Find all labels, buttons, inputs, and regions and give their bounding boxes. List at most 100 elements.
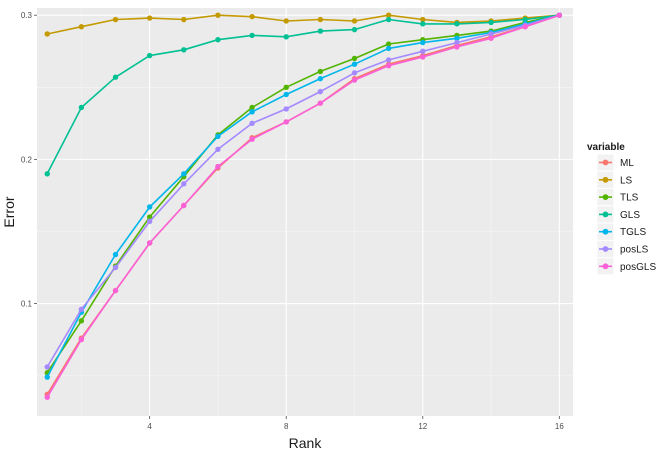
- data-point: [78, 336, 85, 343]
- legend-label: TGLS: [620, 227, 646, 238]
- data-point: [146, 204, 153, 210]
- data-point: [385, 16, 392, 23]
- data-point: [317, 75, 324, 82]
- data-point: [351, 26, 358, 33]
- data-point: [249, 109, 255, 115]
- data-point: [454, 44, 460, 50]
- data-point: [283, 84, 289, 90]
- legend-item-ML: ML: [596, 153, 634, 172]
- x-axis-title: Rank: [289, 435, 323, 451]
- data-point: [44, 394, 50, 400]
- data-point: [181, 181, 187, 187]
- data-point: [78, 104, 85, 111]
- legend-item-TGLS: TGLS: [596, 222, 646, 241]
- data-point: [146, 218, 153, 225]
- data-point: [317, 16, 324, 23]
- data-point: [112, 287, 119, 294]
- x-tick-label: 4: [147, 422, 152, 431]
- data-point: [283, 34, 289, 40]
- data-point: [351, 61, 358, 67]
- data-point: [215, 37, 221, 43]
- data-point: [181, 47, 187, 53]
- y-tick-label: 0.3: [21, 11, 33, 20]
- legend: variable ML LS TLS GLS TGLS posLS posGLS: [587, 142, 656, 276]
- legend-item-posGLS: posGLS: [596, 257, 656, 276]
- data-point: [249, 13, 255, 20]
- data-point: [556, 12, 563, 18]
- data-point: [146, 240, 153, 246]
- data-point: [420, 16, 426, 23]
- data-point: [249, 136, 255, 142]
- data-point: [488, 31, 494, 37]
- data-point: [351, 55, 358, 62]
- legend-item-GLS: GLS: [596, 205, 640, 224]
- data-point: [78, 24, 85, 30]
- data-point: [420, 54, 426, 60]
- data-point: [283, 91, 289, 98]
- data-point: [44, 364, 50, 370]
- data-point: [488, 35, 494, 41]
- data-point: [215, 146, 221, 152]
- data-point: [420, 39, 426, 46]
- legend-key-point: [602, 263, 609, 270]
- data-point: [112, 264, 119, 271]
- legend-label: TLS: [620, 193, 639, 204]
- x-tick-label: 8: [284, 422, 289, 431]
- data-point: [454, 35, 460, 41]
- legend-key-point: [602, 228, 609, 235]
- data-point: [522, 24, 528, 30]
- data-point: [283, 106, 289, 112]
- series-line: [46, 14, 560, 398]
- data-point: [283, 119, 289, 125]
- legend-title: variable: [587, 142, 625, 153]
- legend-label: LS: [620, 175, 633, 186]
- data-point: [146, 214, 153, 220]
- data-point: [215, 133, 221, 140]
- data-point: [420, 21, 426, 27]
- y-axis-title: Error: [1, 196, 17, 227]
- data-point: [351, 77, 358, 83]
- data-point: [78, 318, 85, 324]
- data-point: [488, 19, 494, 26]
- y-tick-label: 0.1: [21, 300, 33, 309]
- legend-label: posGLS: [620, 262, 656, 273]
- data-point: [112, 74, 119, 80]
- data-point: [249, 104, 255, 111]
- series-line: [46, 14, 560, 175]
- data-point: [385, 62, 392, 69]
- data-point: [317, 100, 324, 106]
- data-point: [249, 32, 255, 39]
- series-line: [46, 14, 560, 374]
- series-line: [46, 14, 560, 368]
- data-point: [215, 163, 221, 170]
- data-point: [522, 16, 528, 23]
- data-point: [44, 374, 50, 380]
- data-point: [351, 70, 358, 76]
- data-point: [385, 45, 392, 52]
- data-point: [420, 48, 426, 54]
- data-point: [44, 31, 50, 37]
- data-point: [146, 52, 153, 59]
- legend-key-point: [602, 176, 609, 183]
- legend-item-posLS: posLS: [596, 240, 649, 258]
- major-gridlines: [37, 8, 573, 416]
- data-point: [146, 15, 153, 21]
- x-tick-label: 16: [555, 422, 564, 431]
- data-point: [317, 28, 324, 34]
- data-point: [112, 251, 119, 258]
- legend-key-point: [602, 246, 609, 252]
- data-point: [385, 12, 392, 18]
- legend-key-point: [602, 159, 609, 166]
- legend-key-point: [602, 211, 609, 218]
- legend-item-LS: LS: [596, 170, 633, 189]
- data-point: [78, 306, 85, 313]
- legend-key-point: [602, 194, 609, 201]
- data-point: [317, 88, 324, 95]
- data-point: [317, 68, 324, 75]
- x-axis: 4 8 12 16: [147, 416, 564, 431]
- data-point: [215, 12, 221, 18]
- data-point: [454, 39, 460, 46]
- plot-panel: [37, 8, 573, 416]
- data-point: [181, 171, 187, 177]
